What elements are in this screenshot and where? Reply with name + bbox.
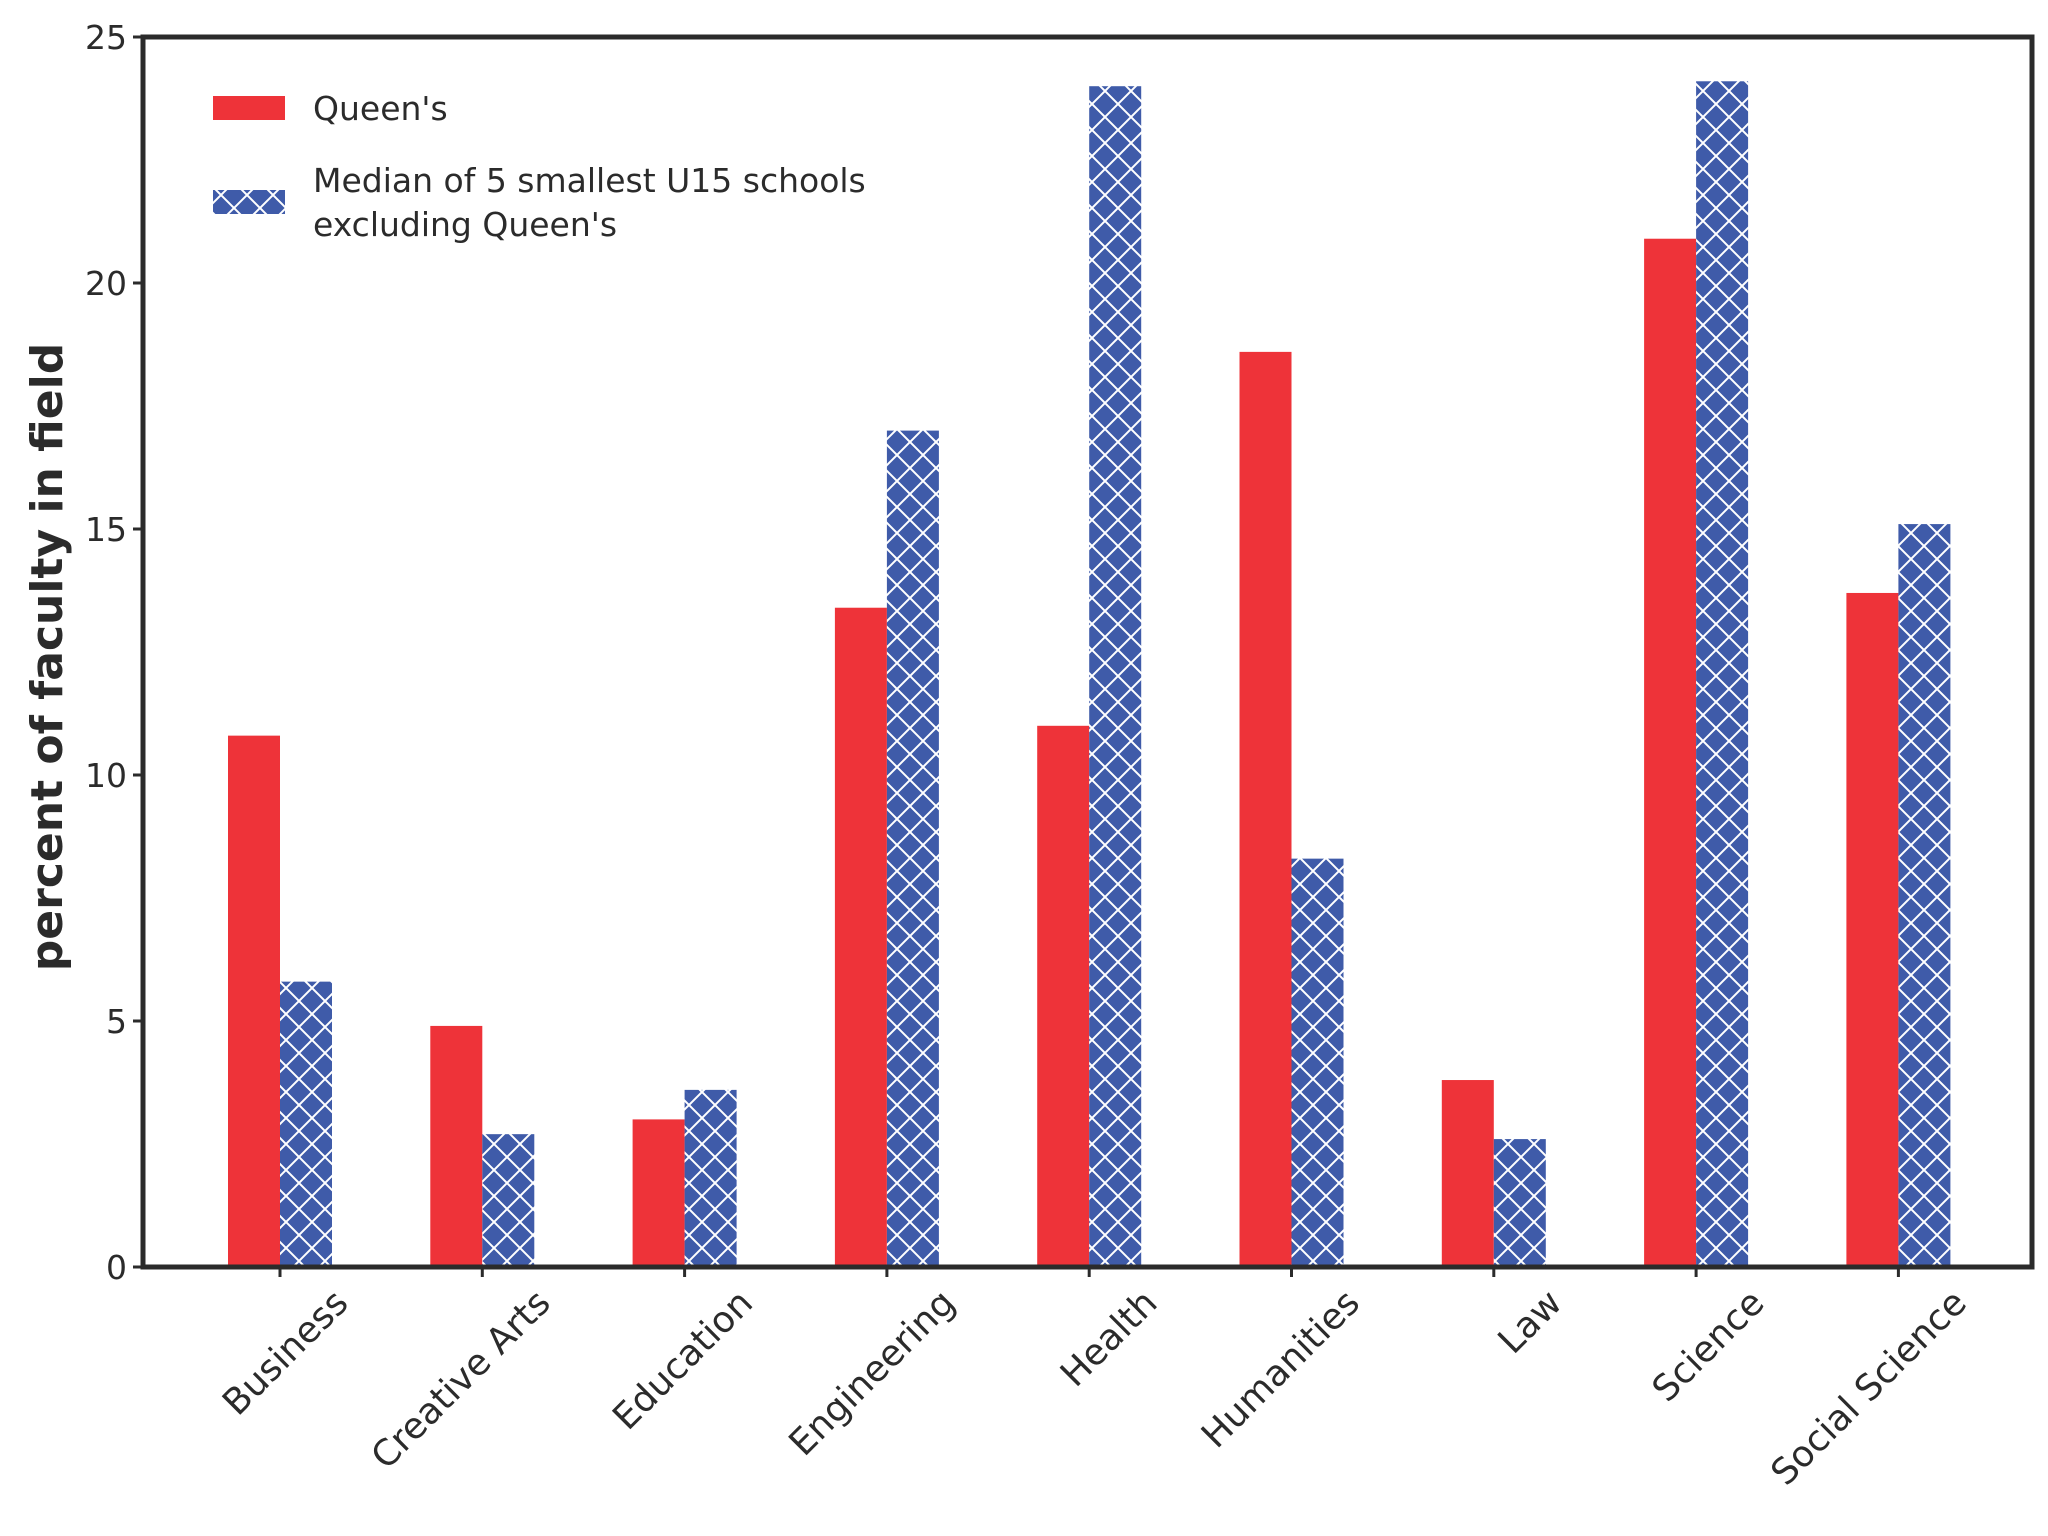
y-tick-label: 10 [85,756,127,795]
bar-queens-social-science [1846,592,1899,1267]
bar-u15-median-social-science [1898,524,1951,1267]
bar-queens-business [228,735,280,1267]
legend-label-queens: Queen's [313,89,448,128]
plot-frame [140,34,2035,1270]
y-tick-label: 0 [106,1248,127,1287]
y-axis-label: percent of faculty in field [22,343,73,971]
bar-u15-median-creative-arts [482,1134,535,1267]
x-tick-label-science: Science [1645,1282,1773,1410]
bar-queens-science [1644,238,1697,1268]
x-tick-label-creative-arts: Creative Arts [364,1282,559,1477]
y-tick-label: 15 [85,510,127,549]
legend-label-u15-median: excluding Queen's [313,205,617,244]
bar-u15-median-business [280,981,332,1267]
legend: Queen's Median of 5 smallest U15 schools e… [213,89,866,244]
legend-swatch-queens [213,96,285,120]
bar-queens-health [1037,725,1090,1267]
legend-label-u15-median: Median of 5 smallest U15 schools [313,161,866,200]
bar-u15-median-engineering [886,430,939,1268]
x-axis: Business Creative Arts Education Engineerin… [215,1267,1975,1494]
x-tick-label-education: Education [605,1282,761,1438]
bar-u15-median-law [1493,1139,1546,1267]
bar-queens-education [632,1119,685,1267]
x-tick-label-social-science: Social Science [1764,1282,1975,1493]
bar-u15-median-humanities [1291,858,1344,1267]
y-tick-label: 5 [106,1002,127,1041]
bar-queens-humanities [1239,351,1292,1267]
bar-queens-creative-arts [430,1025,483,1267]
bars-group [228,81,1951,1268]
bar-u15-median-education [684,1089,737,1267]
bar-u15-median-health [1089,86,1142,1268]
x-tick-label-law: Law [1491,1282,1571,1362]
x-tick-label-business: Business [215,1282,356,1423]
y-tick-label: 25 [85,18,127,57]
x-tick-label-health: Health [1053,1282,1166,1395]
bar-u15-median-science [1696,81,1749,1267]
y-axis: 0 5 10 15 20 25 [85,18,143,1287]
legend-swatch-u15-median [213,190,285,214]
x-tick-label-engineering: Engineering [782,1282,964,1464]
y-tick-label: 20 [85,264,127,303]
bar-queens-engineering [834,607,887,1267]
bar-queens-law [1441,1080,1494,1267]
x-tick-label-humanities: Humanities [1194,1282,1368,1456]
